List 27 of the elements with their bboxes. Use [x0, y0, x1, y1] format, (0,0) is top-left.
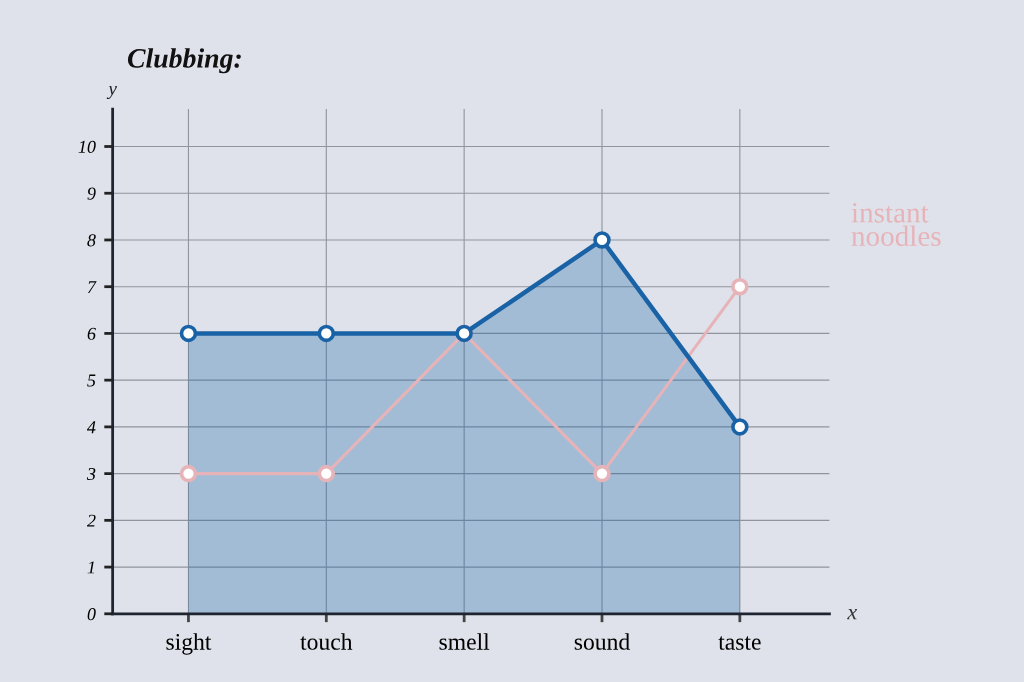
- point: [731, 418, 749, 436]
- x-axis-title: x: [847, 608, 858, 620]
- y-tick-label: 6: [87, 327, 96, 340]
- y-tick-label: 7: [88, 281, 97, 293]
- point: [317, 324, 336, 343]
- point: [317, 464, 336, 483]
- point: [179, 464, 198, 483]
- chart-title: Clubbing:: [127, 48, 241, 74]
- y-axis-title: y: [106, 85, 117, 100]
- point: [593, 464, 611, 483]
- x-tick-label: sound: [574, 633, 630, 650]
- x-tick-label: sight: [166, 633, 212, 655]
- y-tick-label: 1: [87, 561, 95, 574]
- y-tick-label: 3: [86, 467, 96, 481]
- point: [731, 277, 749, 296]
- y-tick-label: 2: [86, 514, 96, 527]
- x-tick-label: taste: [718, 636, 761, 650]
- point: [593, 231, 611, 249]
- y-tick-label: 9: [87, 187, 96, 200]
- y-tick-label: 8: [87, 234, 96, 247]
- x-tick-label: smell: [439, 633, 490, 650]
- x-tick-label: touch: [300, 633, 353, 650]
- point: [179, 324, 198, 343]
- y-tick-label: 5: [87, 374, 96, 387]
- y-tick-label: 0: [87, 608, 96, 621]
- y-tick-label: 10: [78, 140, 96, 153]
- y-tick-label: 4: [86, 421, 96, 434]
